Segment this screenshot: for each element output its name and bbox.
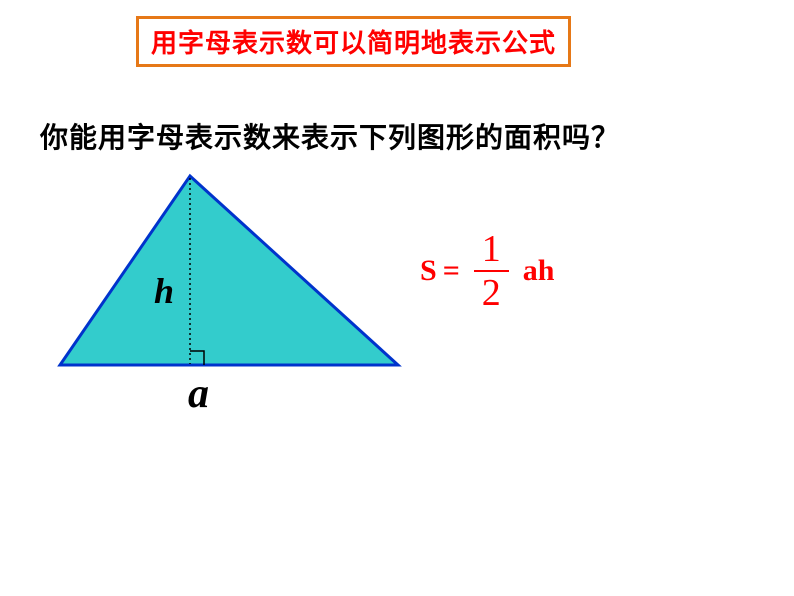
formula-lhs: S [420,254,437,288]
fraction-numerator: 1 [474,230,509,270]
fraction-denominator: 2 [474,272,509,312]
triangle-shape [60,176,398,365]
title-box: 用字母表示数可以简明地表示公式 [136,16,571,67]
formula-fraction: 1 2 [474,230,509,312]
base-label: a [188,370,209,418]
triangle-diagram: h a [50,170,410,410]
formula-rhs: ah [523,254,555,288]
height-label: h [154,270,174,312]
formula-equals: = [443,254,460,288]
question-text: 你能用字母表示数来表示下列图形的面积吗？ [40,116,620,156]
triangle-svg [50,170,410,380]
title-text: 用字母表示数可以简明地表示公式 [151,29,556,58]
area-formula: S = 1 2 ah [420,230,554,312]
